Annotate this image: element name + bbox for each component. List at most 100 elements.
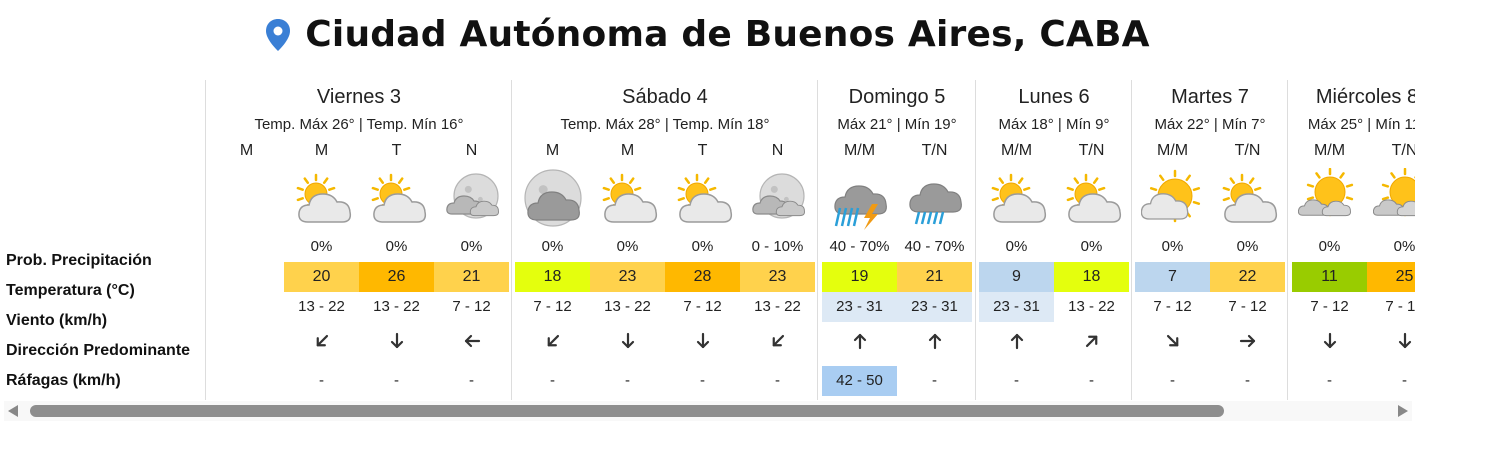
wind-speed: 13 - 22 [754,298,801,315]
precip-probability: 0% [385,238,408,255]
day-name: Lunes 6 [1018,86,1090,108]
sun-cloud-icon [1060,168,1124,232]
scroll-left-arrow-icon[interactable] [8,405,18,417]
wind-speed: 7 - 12 [1153,298,1192,315]
wind-arrow-southwest-icon [769,332,787,350]
wind-arrow-south-icon [1396,332,1414,350]
wind-gusts: - [550,372,555,389]
wind-speed: 7 - 12 [1385,298,1415,315]
wind-speed: 7 - 12 [533,298,572,315]
wind-gusts: - [1327,372,1332,389]
scrollbar-thumb[interactable] [30,405,1224,417]
day-name: Domingo 5 [848,86,946,108]
wind-gusts: - [1089,372,1094,389]
sun-big-cloud-icon [1140,168,1205,232]
wind-speed: 13 - 22 [604,298,651,315]
moon-cloud-icon [746,168,810,232]
slot-period-label: N [771,142,784,159]
wind-speed: 7 - 12 [683,298,722,315]
wind-speed: 7 - 12 [1310,298,1349,315]
temperature-range: 23 [740,262,815,292]
slot-period-label: M [239,142,254,159]
horizontal-scrollbar[interactable] [4,401,1412,421]
slot-period-label: M/M [1156,142,1189,159]
wind-speed: 23 - 31 [897,292,972,322]
slot-period-label: T/N [1078,142,1105,159]
scroll-right-arrow-icon[interactable] [1398,405,1408,417]
wind-speed: 13 - 22 [298,298,345,315]
wind-speed: 7 - 12 [452,298,491,315]
day-name: Martes 7 [1171,86,1249,108]
slot-period-label: M/M [1313,142,1346,159]
precip-probability: 0 - 10% [751,238,804,255]
label-precipitation: Prob. Precipitación [6,252,152,269]
day-column: Viernes 3 Temp. Máx 26° | Temp. Mín 16° M M… [205,80,512,400]
time-slot: T/N 0% 25 7 - 12 - [1367,80,1415,400]
location-pin-icon [266,18,291,51]
wind-gusts: - [1014,372,1019,389]
forecast-days: Viernes 3 Temp. Máx 26° | Temp. Mín 16° M M… [205,80,1415,400]
time-slot: M/M 0% 7 7 - 12 - [1135,80,1210,400]
day-column: Lunes 6 Máx 18° | Mín 9° M/M 0% 9 23 - 31- T/N… [975,80,1132,400]
precip-probability: 0% [1236,238,1259,255]
page-title: Ciudad Autónoma de Buenos Aires, CABA [305,14,1150,55]
label-temperature: Temperatura (°C) [6,282,135,299]
time-slot: M 0% 23 13 - 22 - [590,80,665,400]
time-slot: M 0% 20 13 - 22 - [284,80,359,400]
wind-arrow-south-icon [388,332,406,350]
wind-arrow-south-icon [619,332,637,350]
rain-icon [903,168,967,232]
time-slot: M/M 0% 9 23 - 31 - [979,80,1054,400]
sun-cloud-icon [671,168,735,232]
precip-probability: 40 - 70% [904,238,965,255]
day-max-min: Máx 25° | Mín 11° [1307,116,1415,133]
wind-gusts: 42 - 50 [822,366,897,396]
day-max-min: Temp. Máx 26° | Temp. Mín 16° [254,116,464,133]
precip-probability: 0% [1005,238,1028,255]
sun-cloud-icon [985,168,1049,232]
sun-cloud-icon [1216,168,1280,232]
day-column: Miércoles 8 Máx 25° | Mín 11° M/M 0% 11 7 - 1… [1287,80,1415,400]
time-slot: T/N 40 - 70% 21 23 - 31 - [897,80,972,400]
time-slot: N 0% 21 7 - 12 - [434,80,509,400]
day-name: Viernes 3 [316,86,402,108]
day-max-min: Máx 21° | Mín 19° [837,116,957,133]
precip-probability: 40 - 70% [829,238,890,255]
sun-low-cloud-icon [1297,167,1362,232]
day-column: Martes 7 Máx 22° | Mín 7° M/M 0% 7 7 - 12- T/N… [1131,80,1288,400]
wind-gusts: - [625,372,630,389]
wind-gusts: - [1245,372,1250,389]
precip-probability: 0% [1393,238,1415,255]
temperature-range: 19 [822,262,897,292]
wind-speed: 23 - 31 [822,292,897,322]
label-gusts: Ráfagas (km/h) [6,372,121,389]
precip-probability: 0% [1161,238,1184,255]
slot-period-label: M/M [843,142,876,159]
forecast-scroll-area[interactable]: Viernes 3 Temp. Máx 26° | Temp. Mín 16° M M… [205,80,1415,400]
temperature-range: 23 [590,262,665,292]
slot-period-label: T [697,142,708,159]
slot-period-label: N [465,142,478,159]
wind-speed: 23 - 31 [979,292,1054,322]
temperature-range: 7 [1135,262,1210,292]
moon-cloud-dark-icon [521,168,585,232]
slot-period-label: M/M [1000,142,1033,159]
sun-cloud-icon [365,168,429,232]
time-slot: T 0% 28 7 - 12 - [665,80,740,400]
temperature-range: 28 [665,262,740,292]
precip-probability: 0% [460,238,483,255]
time-slot: T/N 0% 18 13 - 22 - [1054,80,1129,400]
temperature-range: 20 [284,262,359,292]
page-header: Ciudad Autónoma de Buenos Aires, CABA [0,14,1415,57]
slot-period-label: M [620,142,635,159]
day-max-min: Máx 18° | Mín 9° [998,116,1110,133]
wind-arrow-northeast-icon [1083,332,1101,350]
time-slot: N 0 - 10% 23 13 - 22 - [740,80,815,400]
precip-probability: 0% [541,238,564,255]
wind-arrow-west-icon [463,332,481,350]
wind-arrow-north-icon [851,332,869,350]
wind-arrow-north-icon [926,332,944,350]
day-column: Domingo 5 Máx 21° | Mín 19° M/M 40 - 70% 19 2… [817,80,976,400]
day-column: Sábado 4 Temp. Máx 28° | Temp. Mín 18° M 0%… [511,80,818,400]
time-slot: M/M 0% 11 7 - 12 - [1292,80,1367,400]
